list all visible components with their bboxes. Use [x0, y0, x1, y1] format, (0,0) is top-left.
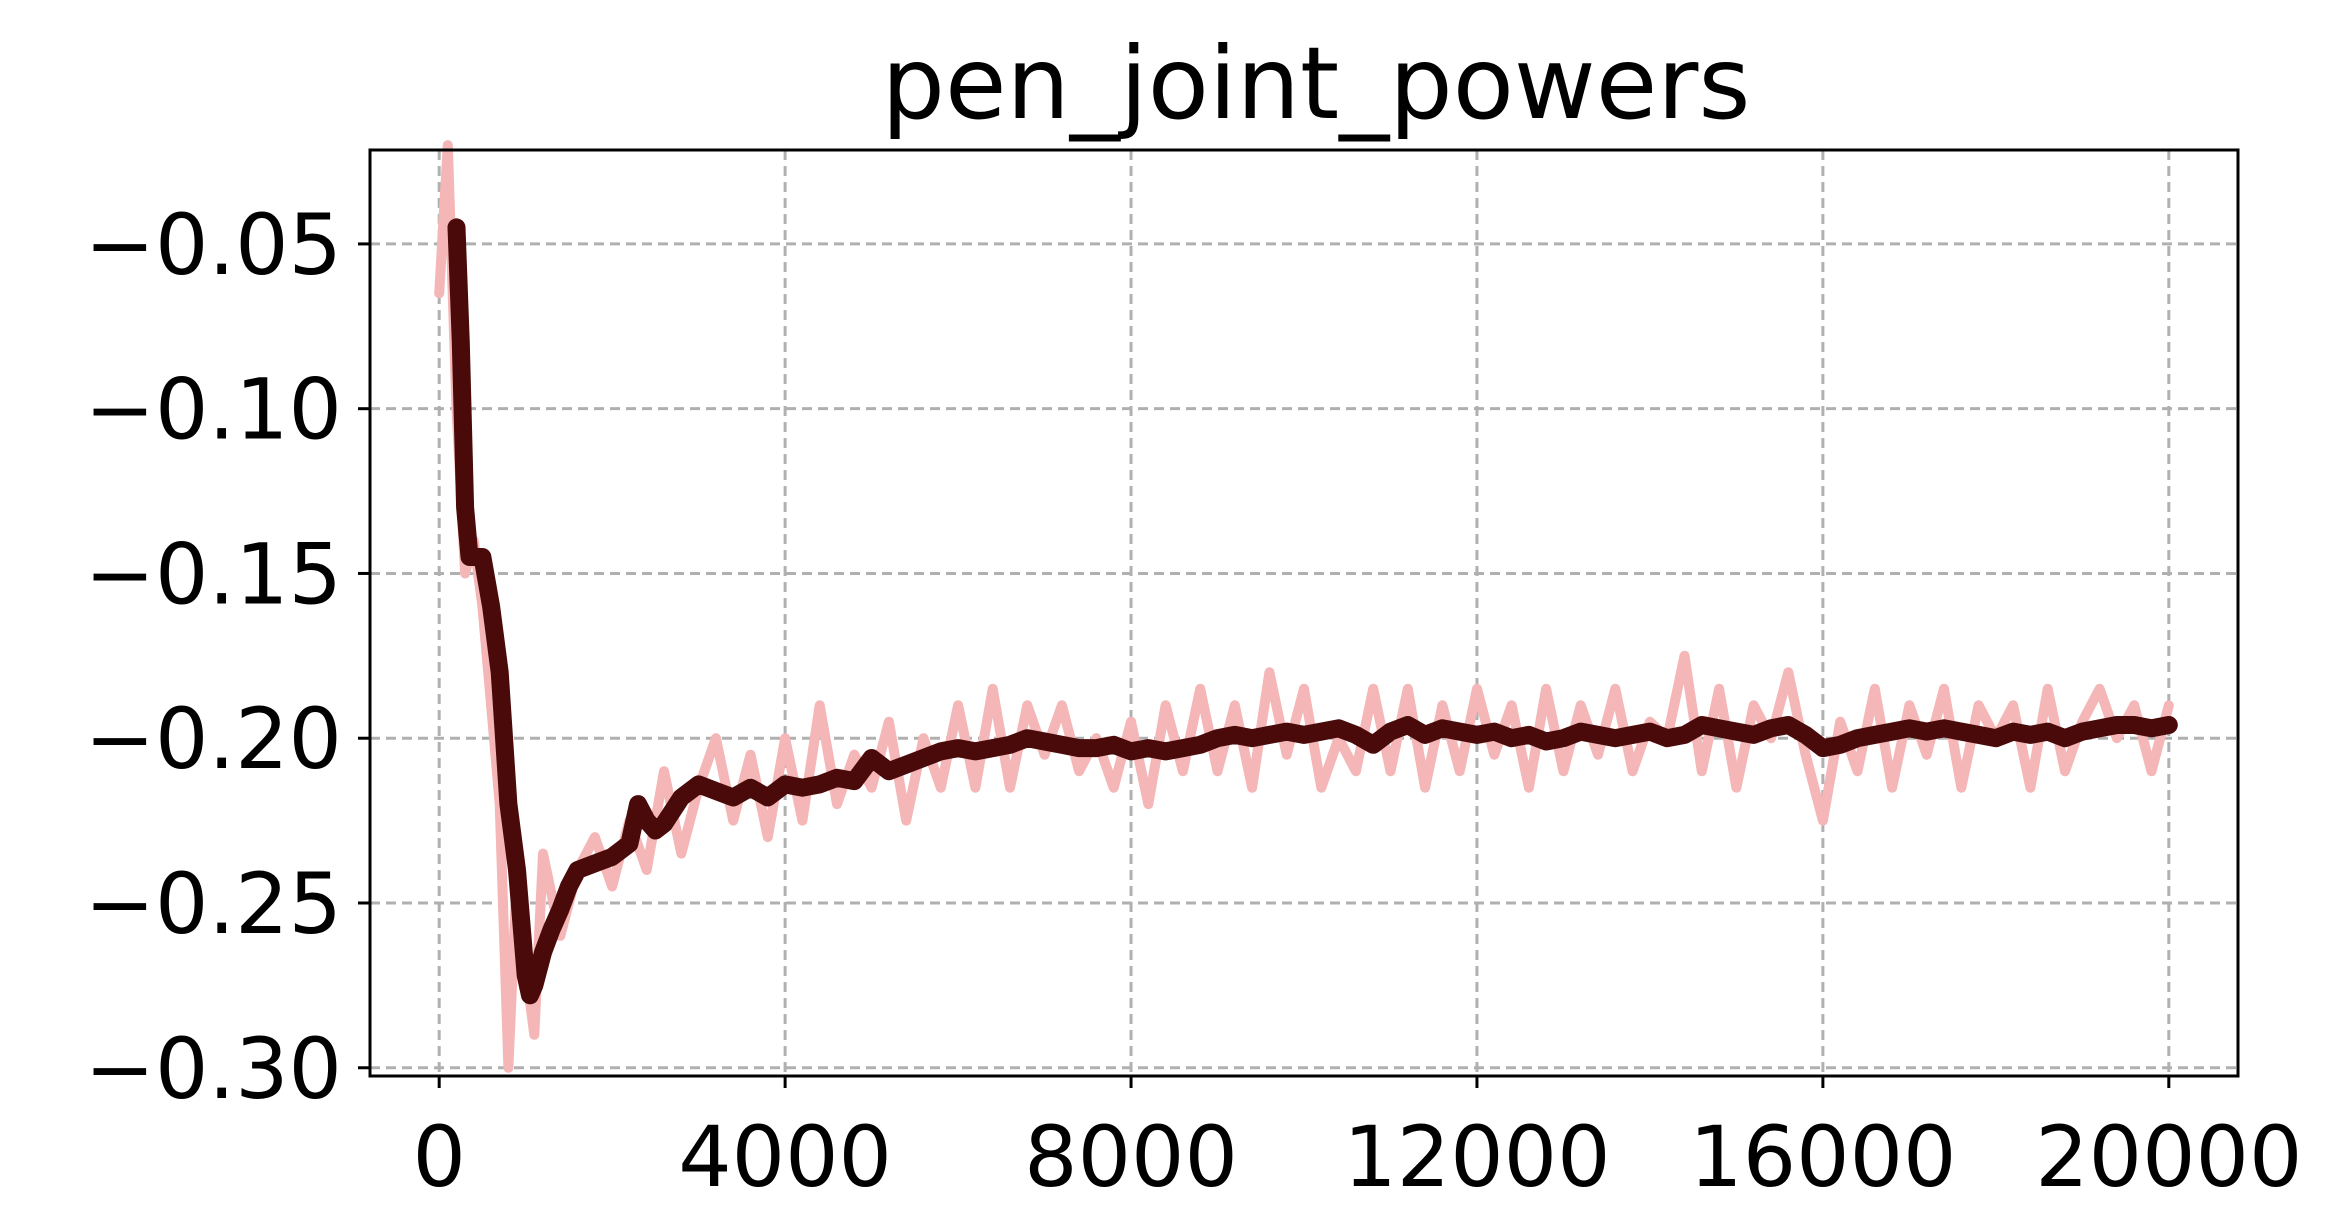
- plot-frame: [368, 148, 2240, 1078]
- x-tick-label: 8000: [1024, 1108, 1238, 1206]
- smoothed-series-line: [447, 218, 2178, 1005]
- x-axis: 0 4000 8000 12000 16000 20000: [412, 1076, 2302, 1206]
- y-axis: −0.05 −0.10 −0.15 −0.20 −0.25 −0.30: [85, 196, 370, 1118]
- x-tick-label: 20000: [2035, 1108, 2302, 1206]
- raw-series-line: [434, 140, 2174, 1073]
- grid-lines: [370, 150, 2238, 1076]
- x-tick-label: 0: [412, 1108, 465, 1206]
- x-tick-label: 16000: [1689, 1108, 1956, 1206]
- y-tick-label: −0.10: [85, 361, 342, 459]
- y-tick-label: −0.25: [85, 855, 342, 953]
- chart-title: pen_joint_powers: [882, 25, 1751, 142]
- y-tick-label: −0.20: [85, 690, 342, 788]
- y-tick-label: −0.05: [85, 196, 342, 294]
- y-tick-label: −0.30: [85, 1020, 342, 1118]
- y-tick-label: −0.15: [85, 525, 342, 623]
- series-group: [434, 140, 2178, 1073]
- x-tick-label: 4000: [678, 1108, 892, 1206]
- x-tick-label: 12000: [1343, 1108, 1610, 1206]
